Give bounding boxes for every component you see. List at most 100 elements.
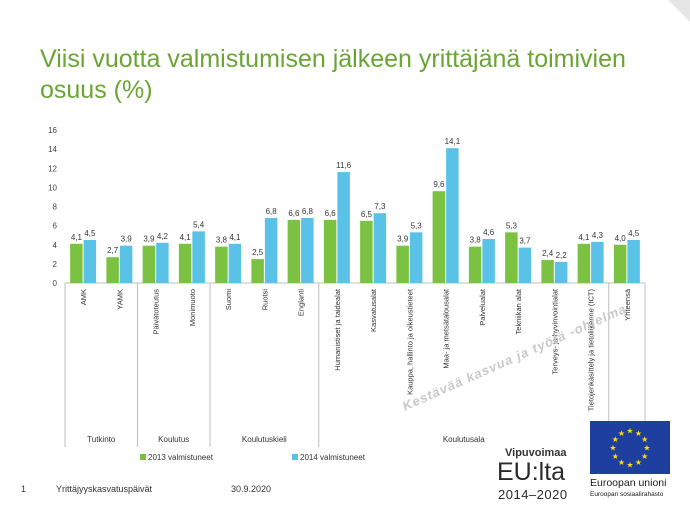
- eu-star-icon: ★: [635, 458, 642, 467]
- y-tick-label: 0: [53, 279, 58, 288]
- data-label: 6,5: [361, 210, 373, 219]
- data-label: 6,6: [325, 209, 337, 218]
- eu-star-icon: ★: [626, 427, 633, 436]
- x-category-label: YAMK: [115, 289, 124, 310]
- footer-date: 30.9.2020: [231, 484, 272, 494]
- y-tick-label: 2: [53, 260, 58, 269]
- data-label: 6,8: [266, 207, 278, 216]
- bar-2014: [409, 232, 423, 283]
- bar-2014: [337, 172, 350, 283]
- bar-2014: [301, 217, 314, 283]
- eu-stars: ★★★★★★★★★ ★ ★★: [609, 427, 650, 470]
- eu-star-icon: ★: [609, 444, 616, 453]
- vipuvoimaa-logo-name: Vipuvoimaa: [505, 447, 567, 459]
- eu-logo-fund: Euroopan sosiaalirahasto: [590, 491, 664, 498]
- footer-event-name: Yrittäjyyskasvatuspäivät: [56, 484, 153, 494]
- eu-star-icon: ★: [612, 452, 619, 461]
- vipuvoimaa-logo-years: 2014–2020: [498, 487, 568, 502]
- eu-star-icon: ★: [643, 444, 650, 453]
- bar-2013: [541, 260, 554, 283]
- bar-2013: [468, 246, 482, 283]
- bar-2013: [323, 219, 337, 283]
- x-category-label: Suomi: [224, 289, 233, 311]
- data-label: 2,7: [107, 246, 119, 255]
- data-label: 4,3: [592, 231, 604, 240]
- bar-2013: [251, 259, 264, 283]
- eu-star-icon: ★: [641, 452, 648, 461]
- data-label: 11,6: [336, 161, 352, 170]
- y-tick-label: 4: [53, 241, 58, 250]
- data-label: 3,9: [397, 235, 409, 244]
- x-category-label: Humanistiset ja taidealat: [333, 288, 342, 371]
- x-category-label: AMK: [79, 289, 88, 305]
- data-label: 2,4: [542, 249, 554, 258]
- data-label: 5,3: [506, 221, 518, 230]
- eu-star-icon: ★: [612, 435, 619, 444]
- legend-swatch-2014: [292, 454, 298, 460]
- x-category-label: Kauppa, hallinto ja oikeustieteet: [405, 288, 414, 395]
- data-label: 4,1: [229, 233, 241, 242]
- bar-2014: [627, 239, 640, 283]
- legend-label-2013: 2013 valmistuneet: [148, 453, 214, 462]
- y-tick-label: 10: [48, 183, 57, 192]
- bar-2013: [178, 243, 192, 283]
- bar-2014: [228, 243, 242, 283]
- x-category-label: Kasvatusalat: [369, 288, 378, 332]
- bar-2014: [373, 213, 387, 283]
- data-label: 14,1: [445, 137, 461, 146]
- y-tick-label: 14: [48, 145, 57, 154]
- data-label: 5,4: [193, 220, 205, 229]
- data-label: 4,2: [157, 232, 169, 241]
- data-label: 6,8: [302, 207, 314, 216]
- x-category-label: Monimuoto: [188, 289, 197, 326]
- x-category-label: Tekniikan alat: [514, 288, 523, 334]
- data-label: 7,3: [374, 202, 386, 211]
- bar-2013: [577, 243, 591, 283]
- x-category-label: Maa- ja metsätalousalat: [442, 288, 451, 369]
- bar-2013: [106, 257, 119, 283]
- bar-2014: [264, 217, 278, 283]
- data-label: 4,0: [615, 234, 627, 243]
- slide-title: Viisi vuotta valmistumisen jälkeen yritt…: [40, 45, 626, 104]
- eu-star-icon: ★: [641, 435, 648, 444]
- data-label: 3,8: [470, 236, 482, 245]
- bar-2013: [287, 219, 301, 283]
- corner-fold: [668, 0, 690, 22]
- bar-2014: [192, 231, 205, 283]
- data-label: 4,1: [578, 233, 590, 242]
- bar-2014: [83, 239, 97, 283]
- bar-2014: [156, 242, 169, 283]
- bar-2013: [70, 243, 83, 283]
- data-label: 6,6: [288, 209, 300, 218]
- legend-label-2014: 2014 valmistuneet: [300, 453, 366, 462]
- data-label: 4,5: [84, 229, 96, 238]
- y-tick-label: 12: [48, 164, 57, 173]
- bar-2014: [591, 241, 604, 283]
- y-tick-label: 6: [53, 222, 58, 231]
- eu-star-icon: ★: [618, 429, 625, 438]
- bar-2014: [482, 239, 495, 283]
- y-tick-label: 16: [48, 126, 57, 135]
- eu-logo-name: Euroopan unioni: [590, 477, 667, 489]
- x-category-label: Yhteensä: [623, 288, 632, 321]
- bar-2013: [360, 220, 373, 283]
- bar-2013: [215, 246, 228, 283]
- vipuvoimaa-logo-eu: EU:lta: [497, 458, 566, 486]
- data-label: 3,9: [121, 235, 133, 244]
- bar-2013: [432, 191, 446, 283]
- data-label: 5,3: [411, 221, 423, 230]
- data-label: 2,2: [556, 251, 568, 260]
- group-label: Tutkinto: [87, 435, 116, 444]
- eu-star-icon: ★: [635, 429, 642, 438]
- data-label: 3,9: [143, 235, 155, 244]
- eu-star-icon: ★: [618, 458, 625, 467]
- bar-2013: [396, 245, 409, 283]
- bar-2013: [142, 245, 156, 283]
- x-category-label: Tietojenkäsittely ja tietoliikenne (ICT): [587, 289, 596, 412]
- legend-swatch-2013: [140, 454, 146, 460]
- data-label: 3,7: [519, 237, 531, 246]
- x-category-label: Ruotsi: [260, 289, 269, 311]
- group-label: Koulutus: [158, 435, 189, 444]
